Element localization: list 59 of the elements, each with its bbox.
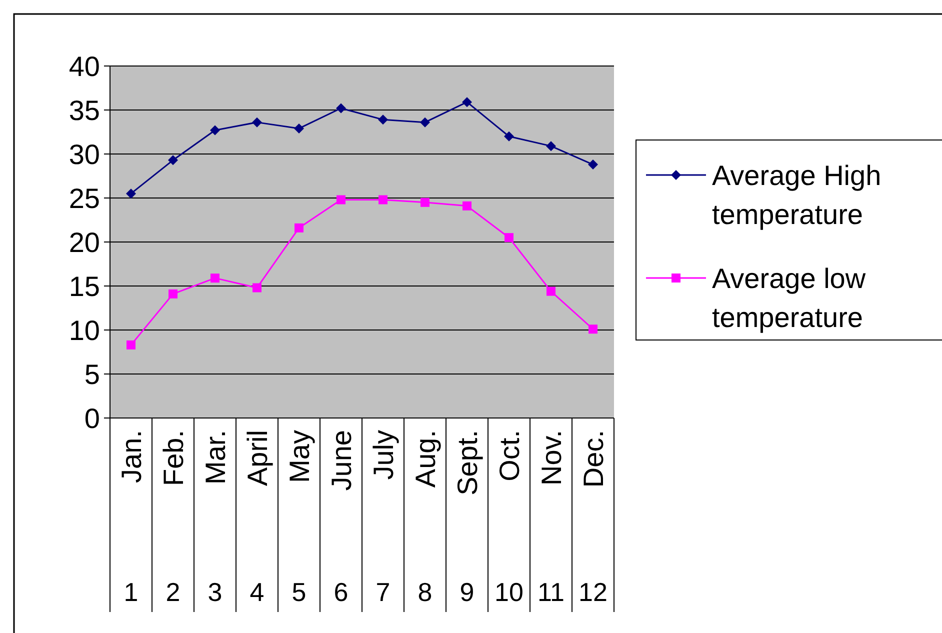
point bbox=[546, 286, 556, 296]
text: Nov. bbox=[536, 430, 567, 486]
point bbox=[546, 141, 556, 152]
x-tick-label: 2 bbox=[166, 577, 180, 608]
x-tick-label: 11 bbox=[538, 577, 564, 608]
y-tick-label: 0 bbox=[84, 402, 100, 434]
text: July bbox=[368, 430, 399, 480]
text: June bbox=[326, 430, 357, 491]
x-tick-label: 12 bbox=[578, 577, 608, 608]
text: Sept. bbox=[452, 430, 483, 496]
point bbox=[294, 123, 304, 134]
x-tick-label: 8 bbox=[418, 577, 432, 608]
point bbox=[504, 233, 514, 242]
text: Mar. bbox=[200, 430, 231, 484]
point bbox=[126, 340, 136, 350]
y-tick-label: 5 bbox=[84, 358, 100, 390]
text: May bbox=[284, 430, 315, 483]
legend-label: Average low temperature bbox=[712, 262, 866, 333]
x-tick-label: 3 bbox=[208, 577, 222, 608]
point bbox=[462, 201, 472, 210]
legend-label: Average High temperature bbox=[712, 160, 882, 230]
y-tick-label: 35 bbox=[68, 94, 100, 126]
point bbox=[252, 117, 262, 128]
point bbox=[252, 283, 262, 292]
y-tick-label: 25 bbox=[68, 182, 100, 214]
x-tick-label: 5 bbox=[292, 577, 306, 608]
y-tick-label: 30 bbox=[68, 138, 100, 170]
point bbox=[378, 195, 388, 204]
point bbox=[336, 103, 346, 114]
text: Dec. bbox=[578, 430, 609, 488]
x-tick-label: 9 bbox=[460, 577, 474, 608]
x-tick-label: 10 bbox=[494, 577, 524, 608]
x-tick-label: 4 bbox=[250, 577, 264, 608]
x-tick-label: 7 bbox=[376, 577, 390, 608]
point bbox=[210, 125, 220, 136]
point bbox=[420, 198, 430, 207]
point bbox=[588, 324, 598, 334]
text: Jan. bbox=[116, 430, 147, 483]
y-tick-label: 10 bbox=[68, 314, 100, 346]
point bbox=[210, 274, 220, 283]
point bbox=[420, 117, 430, 128]
text: April bbox=[242, 430, 273, 486]
point bbox=[462, 97, 472, 108]
point bbox=[336, 195, 346, 204]
text: Aug. bbox=[410, 430, 441, 488]
point bbox=[504, 131, 514, 142]
y-tick-label: 15 bbox=[68, 270, 100, 302]
y-tick-label: 40 bbox=[68, 50, 100, 82]
x-tick-label: 6 bbox=[334, 577, 348, 608]
text: Oct. bbox=[494, 430, 525, 482]
text: Feb. bbox=[158, 430, 189, 486]
point bbox=[588, 160, 598, 170]
point bbox=[168, 289, 178, 298]
point bbox=[378, 114, 388, 125]
point bbox=[294, 223, 304, 232]
point bbox=[168, 155, 178, 166]
point bbox=[126, 188, 136, 199]
x-tick-label: 1 bbox=[124, 577, 138, 608]
y-tick-label: 20 bbox=[68, 226, 100, 258]
